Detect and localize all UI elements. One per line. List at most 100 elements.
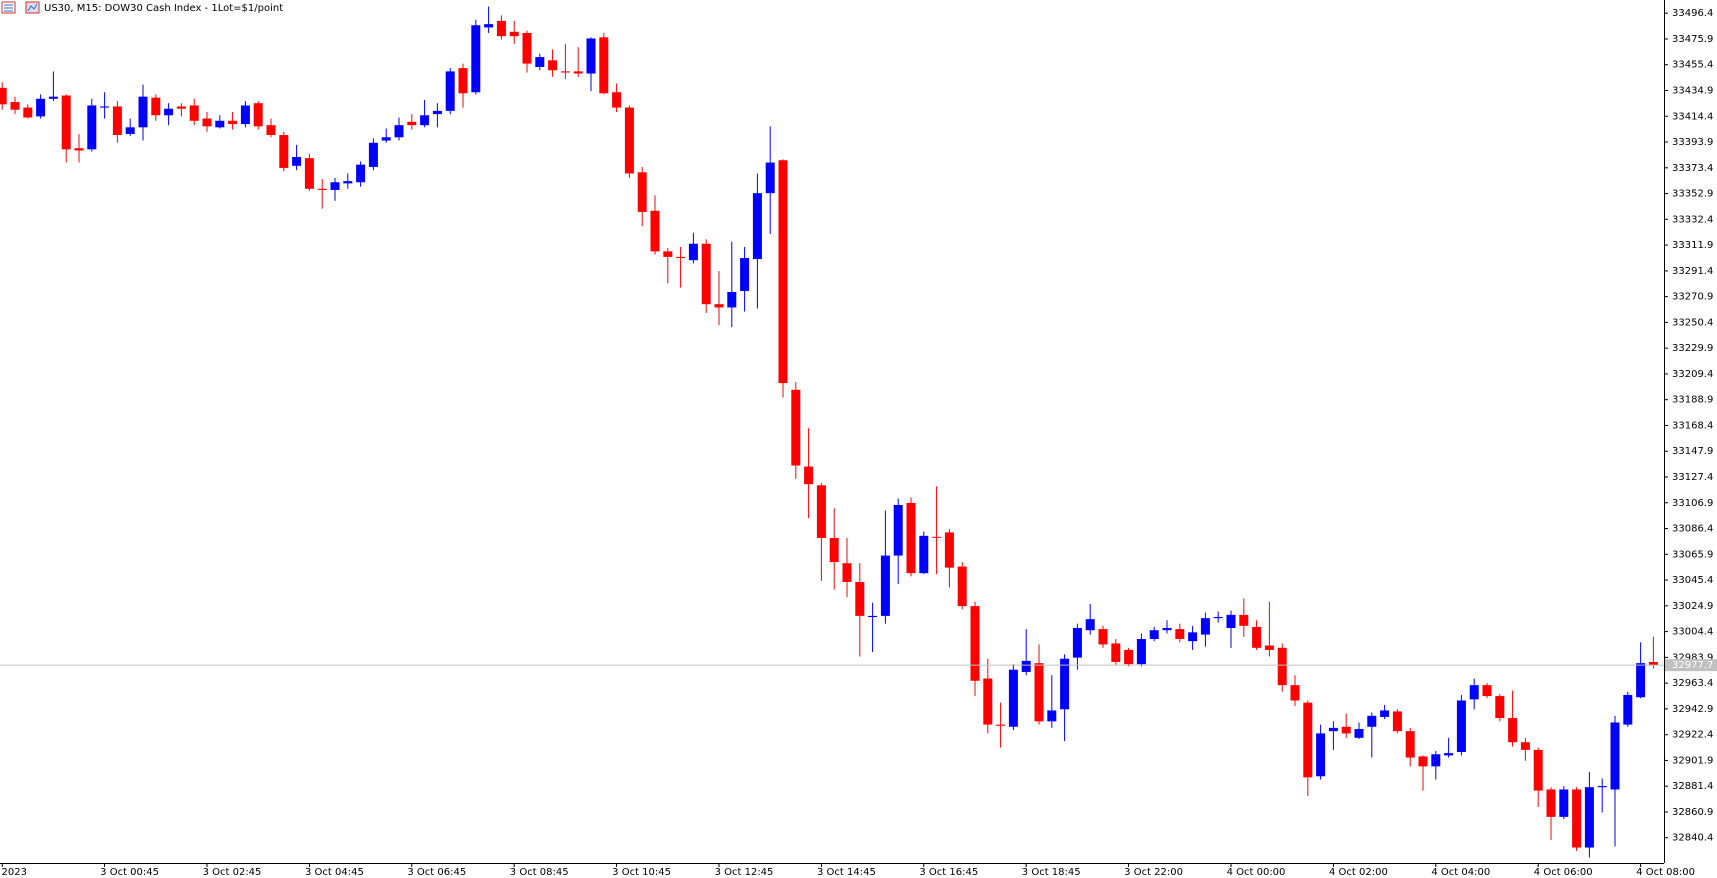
x-tick-label: 4 Oct 02:00 xyxy=(1329,867,1388,878)
candle-body xyxy=(23,107,33,118)
x-tick-label: 3 Oct 16:45 xyxy=(919,867,978,878)
candle-body xyxy=(624,107,634,174)
candle-body xyxy=(599,37,609,94)
y-tick-label: 33393.9 xyxy=(1672,137,1713,148)
header: US30, M15: DOW30 Cash Index - 1Lot=$1/po… xyxy=(1,1,283,14)
candle-body xyxy=(893,505,903,556)
candle-body xyxy=(87,105,97,150)
candle-body xyxy=(1623,694,1633,725)
candle-body xyxy=(1367,715,1377,727)
x-tick-label: 3 Oct 10:45 xyxy=(612,867,671,878)
candle-body xyxy=(1098,629,1108,645)
y-tick-label: 32963.4 xyxy=(1672,678,1713,689)
y-tick-label: 33229.9 xyxy=(1672,343,1713,354)
candle-body xyxy=(1392,711,1402,732)
candle-body xyxy=(560,71,570,73)
candle-body xyxy=(1508,718,1518,743)
candle-body xyxy=(151,97,161,116)
candle-body xyxy=(573,71,583,74)
candle-body xyxy=(1175,629,1185,640)
y-tick-label: 33065.9 xyxy=(1672,549,1713,560)
candle-body xyxy=(1034,663,1044,722)
candle-body xyxy=(1252,626,1262,648)
y-tick-label: 33352.9 xyxy=(1672,189,1713,200)
candle-body xyxy=(1111,643,1121,663)
candle-body xyxy=(356,164,366,183)
candle-body xyxy=(1444,753,1454,756)
candle-body xyxy=(1213,617,1223,619)
candle-body xyxy=(304,158,314,189)
y-tick-label: 33332.4 xyxy=(1672,214,1713,225)
last-price-box xyxy=(1665,659,1717,672)
candle-body xyxy=(112,106,122,135)
candle-body xyxy=(1559,789,1569,817)
y-tick-label: 33414.4 xyxy=(1672,111,1713,122)
candle-body xyxy=(676,256,686,259)
candle-body xyxy=(1328,727,1338,732)
y-tick-label: 32983.9 xyxy=(1672,652,1713,663)
candle-body xyxy=(1354,729,1364,738)
y-tick-label: 33106.9 xyxy=(1672,498,1713,509)
candle-body xyxy=(612,92,622,108)
candle-body xyxy=(496,20,506,37)
x-tick-label: 3 Oct 00:45 xyxy=(100,867,159,878)
y-tick-label: 32840.4 xyxy=(1672,833,1713,844)
y-tick-label: 33004.4 xyxy=(1672,627,1713,638)
candle-body xyxy=(1316,733,1326,777)
y-tick-label: 33270.9 xyxy=(1672,292,1713,303)
candle-body xyxy=(228,120,238,125)
candle-body xyxy=(637,172,647,212)
y-tick-label: 33188.9 xyxy=(1672,395,1713,406)
candle-body xyxy=(1610,722,1620,790)
candle-body xyxy=(1188,632,1198,642)
candle-body xyxy=(1341,726,1351,734)
y-tick-label: 32922.4 xyxy=(1672,730,1713,741)
candle-body xyxy=(548,60,558,71)
candle-body xyxy=(484,24,494,28)
candle-body xyxy=(164,108,174,116)
candle-body xyxy=(394,125,404,138)
x-tick-label: 3 Oct 18:45 xyxy=(1022,867,1081,878)
candle-body xyxy=(714,304,724,308)
candle-body xyxy=(855,581,865,616)
candle-body xyxy=(407,121,417,126)
candle-body xyxy=(189,105,199,121)
candle-body xyxy=(240,105,250,125)
candle-body xyxy=(727,291,737,308)
candle-body xyxy=(509,31,519,37)
candle-body xyxy=(36,98,46,117)
candle-body xyxy=(663,251,673,257)
y-tick-label: 33475.9 xyxy=(1672,34,1713,45)
candle-body xyxy=(842,563,852,582)
y-tick-label: 33250.4 xyxy=(1672,317,1713,328)
x-tick-label: 2 Oct 2023 xyxy=(0,867,27,878)
candle-body xyxy=(1597,786,1607,788)
y-tick-label: 33373.4 xyxy=(1672,163,1713,174)
candle-body xyxy=(471,25,481,93)
candle-body xyxy=(522,32,532,64)
candle-body xyxy=(688,243,698,261)
candle-body xyxy=(586,38,596,74)
candle-body xyxy=(1149,630,1159,640)
candle-body xyxy=(791,389,801,466)
x-tick-label: 4 Oct 06:00 xyxy=(1534,867,1593,878)
candle-body xyxy=(61,95,71,150)
x-tick-label: 3 Oct 12:45 xyxy=(715,867,774,878)
candle-body xyxy=(1264,645,1274,650)
candle-body xyxy=(970,606,980,681)
candle-body xyxy=(932,536,942,538)
y-tick-label: 32881.4 xyxy=(1672,781,1713,792)
candle-body xyxy=(48,96,58,99)
y-tick-label: 32860.9 xyxy=(1672,807,1713,818)
candle-body xyxy=(1495,696,1505,719)
candle-body xyxy=(1456,700,1466,753)
candle-body xyxy=(1431,754,1441,767)
candle-body xyxy=(535,57,545,67)
y-tick-label: 33209.4 xyxy=(1672,369,1713,380)
x-tick-label: 3 Oct 14:45 xyxy=(817,867,876,878)
candle-body xyxy=(701,243,711,305)
candle-body xyxy=(906,502,916,574)
y-tick-label: 33291.4 xyxy=(1672,266,1713,277)
candle-body xyxy=(1200,618,1210,635)
